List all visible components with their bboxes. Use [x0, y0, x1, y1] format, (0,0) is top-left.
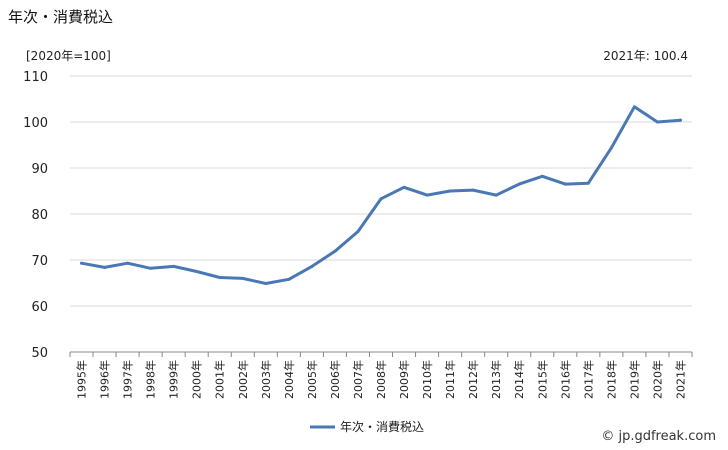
x-tick-label: 2017年 — [581, 360, 595, 399]
x-tick-label: 1996年 — [98, 360, 112, 399]
y-tick-label: 110 — [23, 70, 48, 85]
data-point — [540, 174, 544, 178]
data-point — [103, 265, 107, 269]
x-tick-label: 2020年 — [650, 360, 664, 399]
data-point — [80, 261, 84, 265]
legend: 年次・消費税込 — [310, 419, 424, 434]
x-tick-label: 1997年 — [121, 360, 135, 399]
y-tick-label: 90 — [31, 162, 48, 177]
data-point — [287, 277, 291, 281]
data-point — [172, 264, 176, 268]
unit-label: [2020年=100] — [26, 49, 111, 63]
x-axis — [69, 351, 693, 357]
data-point — [632, 105, 636, 109]
x-tick-label: 2001年 — [213, 360, 227, 399]
chart-title: 年次・消費税込 — [8, 8, 114, 26]
data-point — [425, 193, 429, 197]
x-tick-label: 2014年 — [512, 360, 526, 399]
data-point — [448, 189, 452, 193]
data-point — [126, 261, 130, 265]
latest-value-label: 2021年: 100.4 — [603, 49, 688, 63]
data-point — [494, 193, 498, 197]
x-tick-label: 2002年 — [236, 360, 250, 399]
data-point — [586, 181, 590, 185]
x-tick-label: 2006年 — [328, 360, 342, 399]
x-tick-label: 1998年 — [144, 360, 158, 399]
data-point — [402, 185, 406, 189]
x-tick-label: 2011年 — [443, 360, 457, 399]
watermark: © jp.gdfreak.com — [601, 429, 716, 444]
x-tick-label: 2019年 — [627, 360, 641, 399]
grid-lines — [70, 75, 692, 307]
y-tick-label: 60 — [31, 300, 48, 315]
x-tick-label: 1999年 — [167, 360, 181, 399]
data-point — [241, 276, 245, 280]
y-tick-label: 70 — [31, 254, 48, 269]
x-tick-label: 2005年 — [305, 360, 319, 399]
data-point — [609, 146, 613, 150]
data-point — [563, 182, 567, 186]
data-point — [356, 229, 360, 233]
data-point — [195, 270, 199, 273]
data-point — [517, 182, 521, 186]
data-point — [218, 275, 222, 279]
x-tick-label: 2004年 — [282, 360, 296, 399]
y-tick-label: 100 — [23, 116, 48, 131]
x-tick-label: 1995年 — [75, 360, 89, 399]
data-point — [678, 118, 682, 122]
x-tick-label: 2016年 — [558, 360, 572, 399]
x-tick-label: 2007年 — [351, 360, 365, 399]
data-point — [333, 249, 337, 253]
x-tick-label: 2010年 — [420, 360, 434, 399]
data-point — [310, 264, 314, 268]
legend-label: 年次・消費税込 — [340, 419, 424, 434]
data-point — [379, 197, 383, 201]
y-axis-ticks: 50 60 70 80 90 100 110 — [23, 70, 48, 361]
series-layer — [80, 105, 682, 285]
x-tick-label: 2003年 — [259, 360, 273, 399]
x-axis-ticks: 1995年 1996年 1997年 1998年 1999年 2000年 2001年 2002年… — [75, 360, 688, 399]
x-tick-label: 2008年 — [374, 360, 388, 399]
x-tick-label: 2015年 — [535, 360, 549, 399]
x-tick-label: 2013年 — [489, 360, 503, 399]
x-tick-label: 2009年 — [397, 360, 411, 399]
data-point — [471, 188, 475, 192]
x-tick-label: 2018年 — [604, 360, 618, 399]
data-point — [149, 266, 153, 270]
x-tick-label: 2012年 — [466, 360, 480, 399]
data-point — [264, 281, 268, 285]
x-tick-label: 2021年 — [673, 360, 687, 399]
y-tick-label: 80 — [31, 208, 48, 223]
x-tick-label: 2000年 — [190, 360, 204, 399]
y-tick-label: 50 — [31, 346, 48, 361]
series-line — [80, 105, 682, 285]
data-point — [655, 120, 659, 124]
